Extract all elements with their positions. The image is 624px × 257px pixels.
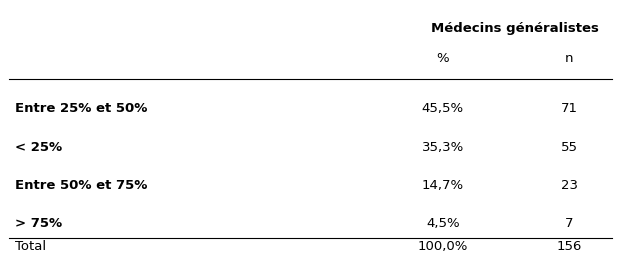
Text: Entre 50% et 75%: Entre 50% et 75% (15, 179, 147, 192)
Text: Total: Total (15, 240, 46, 253)
Text: 55: 55 (560, 141, 578, 154)
Text: 14,7%: 14,7% (422, 179, 464, 192)
Text: < 25%: < 25% (15, 141, 62, 154)
Text: > 75%: > 75% (15, 217, 62, 230)
Text: Médecins généralistes: Médecins généralistes (431, 22, 599, 35)
Text: 45,5%: 45,5% (422, 102, 464, 115)
Text: 7: 7 (565, 217, 573, 230)
Text: 71: 71 (560, 102, 578, 115)
Text: 23: 23 (560, 179, 578, 192)
Text: n: n (565, 52, 573, 65)
Text: 156: 156 (557, 240, 582, 253)
Text: Entre 25% et 50%: Entre 25% et 50% (15, 102, 147, 115)
Text: 100,0%: 100,0% (417, 240, 468, 253)
Text: 4,5%: 4,5% (426, 217, 460, 230)
Text: 35,3%: 35,3% (422, 141, 464, 154)
Text: %: % (437, 52, 449, 65)
